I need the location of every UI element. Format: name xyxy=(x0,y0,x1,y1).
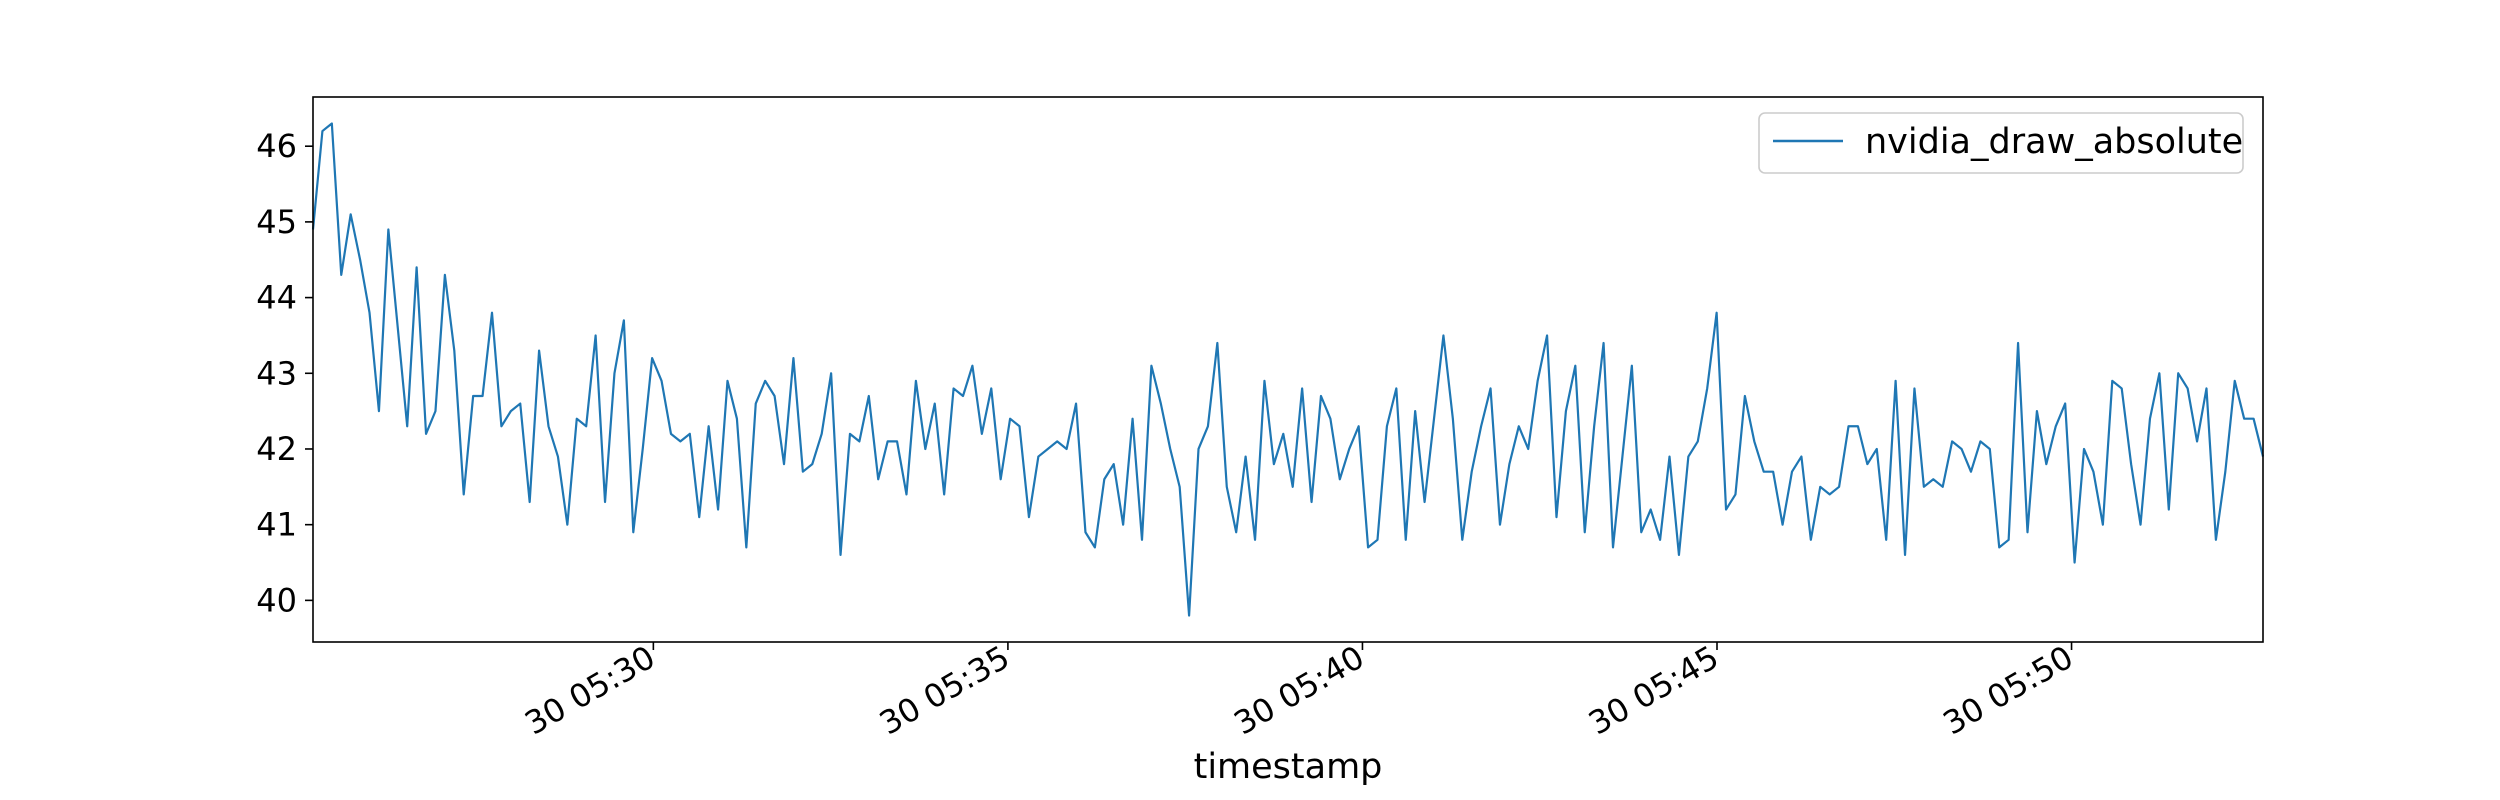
legend-label: nvidia_draw_absolute xyxy=(1865,122,2243,162)
legend: nvidia_draw_absolute xyxy=(1758,112,2244,174)
y-tick-label: 45 xyxy=(256,203,297,241)
plot-area xyxy=(313,97,2263,642)
y-tick-label: 40 xyxy=(256,581,297,619)
y-axis: 40 41 42 43 44 45 46 xyxy=(256,127,313,619)
series-layer xyxy=(311,122,2265,617)
y-tick-label: 43 xyxy=(256,354,297,392)
legend-box xyxy=(1758,112,2244,174)
y-tick-label: 41 xyxy=(256,506,297,544)
series-line-0 xyxy=(311,122,2265,617)
plot-frame xyxy=(312,96,2264,643)
y-tick-label: 42 xyxy=(256,430,297,468)
x-axis-label: timestamp xyxy=(1194,747,1383,787)
y-tick-label: 46 xyxy=(256,127,297,165)
y-tick-label: 44 xyxy=(256,279,297,317)
